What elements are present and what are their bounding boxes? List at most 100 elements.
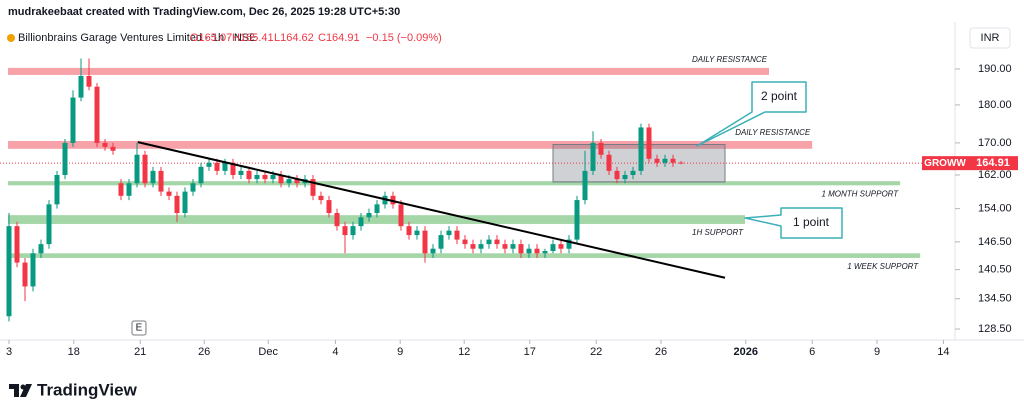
x-tick-label: 9 <box>874 346 880 358</box>
y-tick-label: 140.50 <box>978 264 1012 276</box>
candle-body <box>590 142 596 171</box>
candle-body <box>406 226 412 236</box>
candle-body <box>342 226 348 236</box>
candle-body <box>366 212 372 218</box>
zone <box>8 140 813 149</box>
event-marker: E <box>136 323 143 334</box>
candle-body <box>662 158 668 163</box>
x-tick-label: 14 <box>937 346 949 358</box>
candle-body <box>174 195 180 213</box>
y-tick-label: 162.00 <box>978 169 1012 181</box>
x-tick-label: 4 <box>332 346 338 358</box>
candle-body <box>318 195 324 201</box>
candle-body <box>182 191 188 213</box>
ohlc-value: −0.15 (−0.09%) <box>366 32 442 44</box>
candle-body <box>190 183 196 192</box>
candle-body <box>638 127 644 171</box>
ohlc-value: C164.91 <box>318 32 360 44</box>
candle-body <box>142 154 148 184</box>
y-tick-label: 170.00 <box>978 137 1012 149</box>
candle-body <box>70 97 76 143</box>
candle-body <box>582 170 588 201</box>
candle-body <box>134 154 140 184</box>
candle-body <box>62 142 68 175</box>
x-tick-label: 26 <box>655 346 667 358</box>
candle-body <box>374 204 380 213</box>
zone-label: DAILY RESISTANCE <box>735 128 811 137</box>
candle-body <box>422 230 428 254</box>
candle-body <box>150 170 156 184</box>
candle-body <box>278 174 284 184</box>
candle-body <box>254 174 260 180</box>
symbol-title: Billionbrains Garage Ventures Limited · … <box>18 32 256 44</box>
candle-body <box>78 75 84 98</box>
candle-body <box>238 170 244 175</box>
x-tick-label: 12 <box>458 346 470 358</box>
candle-body <box>358 217 364 227</box>
x-tick-label: 22 <box>590 346 602 358</box>
candle-body <box>606 154 612 171</box>
candle-body <box>622 174 628 180</box>
candle-body <box>446 230 452 236</box>
price-tag-source-bg <box>922 156 968 171</box>
y-tick-label: 154.00 <box>978 203 1012 215</box>
price-tag-bg <box>968 156 1018 171</box>
y-tick-label: 146.50 <box>978 236 1012 248</box>
candle-body <box>334 212 340 227</box>
zone <box>8 253 921 258</box>
x-tick-label: 26 <box>198 346 210 358</box>
candle-body <box>454 230 460 240</box>
candle-body <box>462 239 468 245</box>
candle-body <box>550 244 556 252</box>
symbol-icon <box>7 34 15 42</box>
candle-body <box>470 244 476 249</box>
candle-body <box>518 244 524 254</box>
candle-body <box>6 226 12 317</box>
zone <box>8 215 745 224</box>
candle-body <box>198 166 204 184</box>
x-tick-label: 18 <box>68 346 80 358</box>
candle-body <box>222 162 228 171</box>
candle-body <box>670 158 676 163</box>
candle-body <box>214 162 220 171</box>
zone-label: DAILY RESISTANCE <box>692 55 768 64</box>
callout-text: 1 point <box>793 215 830 229</box>
x-tick-label: 21 <box>134 346 146 358</box>
callout-text: 2 point <box>761 89 798 103</box>
trendline <box>137 141 726 279</box>
candle-body <box>438 235 444 249</box>
candle-body <box>558 244 564 249</box>
candle-body <box>494 239 500 245</box>
candle-body <box>286 179 292 184</box>
event-marker-box <box>131 320 147 336</box>
candle-body <box>126 183 132 196</box>
callout-box <box>744 207 843 239</box>
callout-box <box>696 81 807 147</box>
candle-body <box>230 162 236 175</box>
x-tick-label: 3 <box>6 346 12 358</box>
candle-body <box>166 191 172 196</box>
y-tick-label: 134.50 <box>978 293 1012 305</box>
zone-label: 1 MONTH SUPPORT <box>821 189 899 198</box>
x-tick-label: Dec <box>258 346 278 358</box>
ohlc-value: H165.41 <box>232 32 274 44</box>
candle-body <box>118 183 124 196</box>
candle-body <box>478 244 484 249</box>
zone-label: 1H SUPPORT <box>692 228 744 237</box>
candle-body <box>110 146 116 151</box>
candle-body <box>526 248 532 254</box>
candle-body <box>262 174 268 180</box>
y-tick-label: 128.50 <box>978 323 1012 335</box>
x-tick-label: 2026 <box>734 346 758 358</box>
candle-body <box>86 75 92 87</box>
x-tick-label: 6 <box>809 346 815 358</box>
zone-label: 1 WEEK SUPPORT <box>847 262 919 271</box>
candle-body <box>646 127 652 159</box>
candle-body <box>542 251 548 254</box>
logo-shape <box>9 384 19 397</box>
candle-body <box>398 204 404 227</box>
candle-body <box>270 174 276 180</box>
candle-body <box>14 226 20 263</box>
ohlc-value: L164.62 <box>274 32 314 44</box>
candle-body <box>614 170 620 180</box>
